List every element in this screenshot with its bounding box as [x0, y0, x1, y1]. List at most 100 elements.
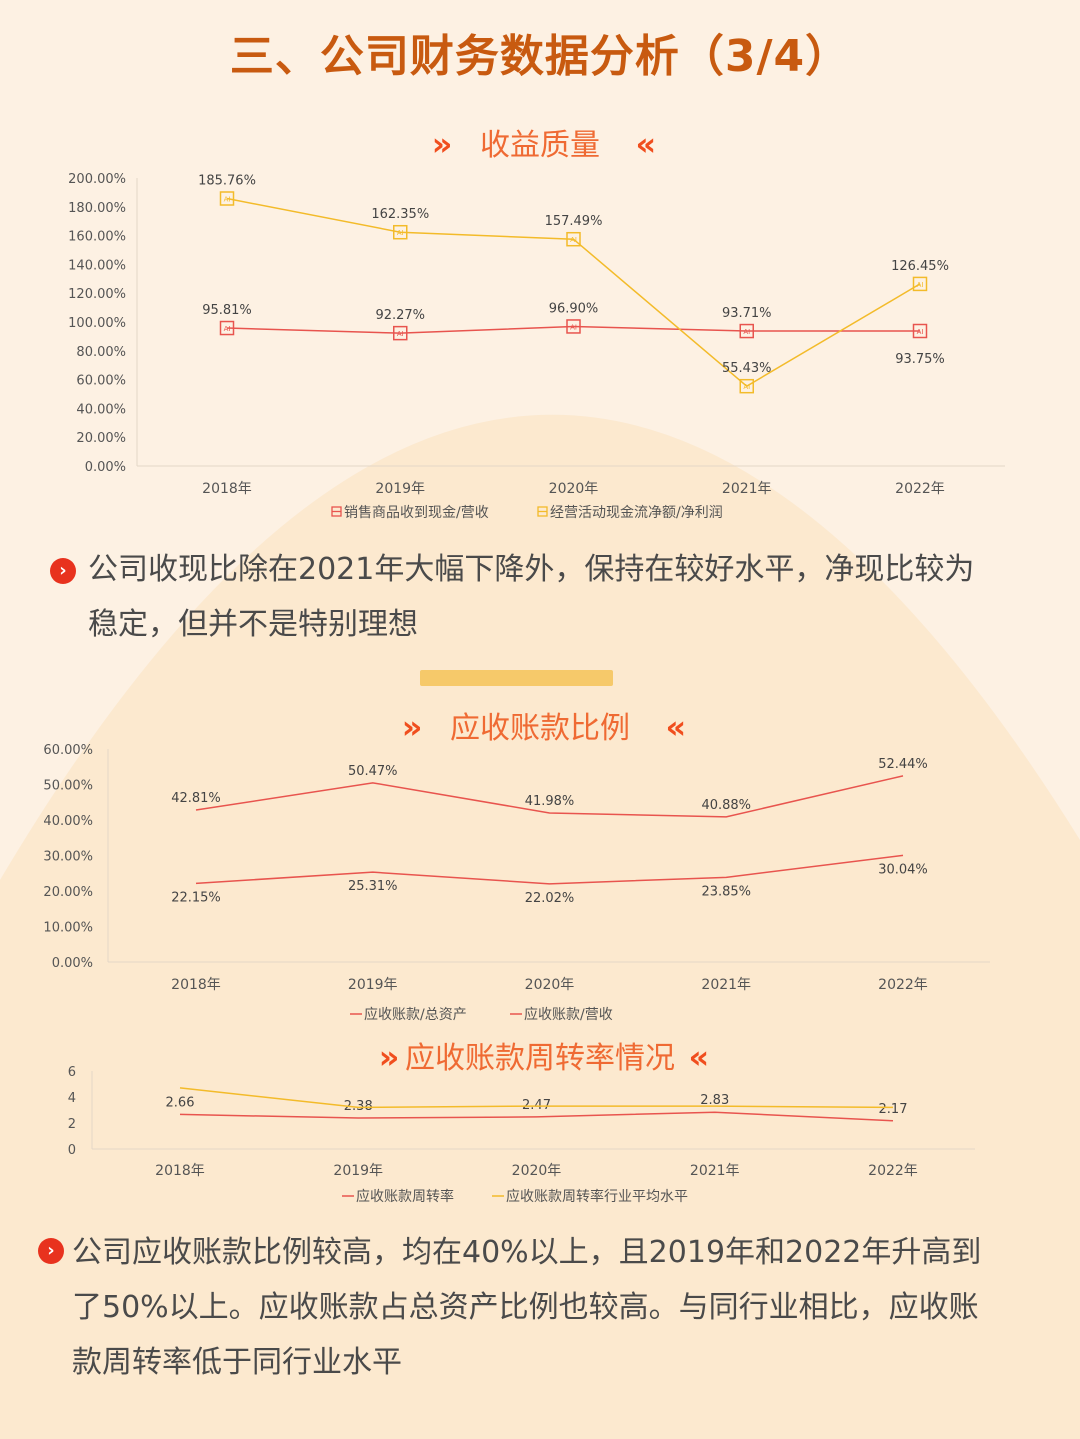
series-line — [179, 1087, 894, 1109]
marker-glyph: AI — [917, 328, 924, 336]
x-category-label: 2018年 — [171, 977, 221, 993]
legend-label: 应收账款周转率行业平均水平 — [506, 1188, 688, 1205]
data-point-marker — [912, 276, 928, 292]
y-tick-label: 20.00% — [76, 431, 126, 446]
x-category-label: 2021年 — [701, 977, 751, 993]
data-label: 52.44% — [878, 757, 928, 772]
marker-glyph: AI — [743, 328, 750, 336]
y-tick-label: 6 — [68, 1065, 76, 1080]
series-line — [179, 1111, 894, 1122]
marker-glyph: AI — [397, 229, 404, 237]
data-point-marker — [912, 323, 928, 339]
x-category-label: 2018年 — [202, 481, 252, 497]
x-category-label: 2022年 — [878, 977, 928, 993]
data-label: 22.15% — [171, 890, 221, 905]
legend-label: 应收账款周转率 — [356, 1188, 454, 1205]
data-point-marker — [219, 320, 235, 336]
double-arrow-left-icon: « — [635, 125, 656, 163]
y-tick-label: 120.00% — [68, 287, 126, 302]
data-label: 96.90% — [549, 301, 599, 316]
section-title-earnings-quality: » 收益质量 « — [0, 120, 1080, 164]
data-label: 93.75% — [895, 352, 945, 367]
section-title-label: 收益质量 — [480, 128, 600, 163]
page-title: 三、公司财务数据分析（3/4） — [229, 31, 851, 82]
legend-label: 应收账款/营收 — [524, 1006, 613, 1023]
earnings-quality-paragraph: 公司收现比除在2021年大幅下降外，保持在较好水平，净现比较为 稳定，但并不是特… — [88, 542, 1048, 652]
x-category-label: 2018年 — [155, 1163, 205, 1179]
data-point-marker — [739, 378, 754, 394]
y-tick-label: 40.00% — [43, 814, 93, 829]
x-category-label: 2019年 — [375, 481, 425, 497]
data-label: 92.27% — [375, 308, 425, 323]
paragraph-line: 款周转率低于同行业水平 — [72, 1345, 402, 1380]
y-tick-label: 2 — [68, 1117, 76, 1132]
data-label: 162.35% — [371, 207, 429, 222]
earnings-quality-chart: 0.00% 20.00% 40.00% 60.00% 80.00% 100.00% 120.… — [68, 172, 1005, 521]
x-category-label: 2020年 — [525, 977, 575, 993]
y-tick-label: 10.00% — [43, 921, 93, 936]
y-tick-label: 50.00% — [43, 779, 93, 794]
data-point-marker — [566, 231, 581, 247]
data-label: 2.38 — [344, 1099, 373, 1114]
y-tick-label: 100.00% — [68, 316, 126, 331]
bullet-icon: › — [38, 1238, 64, 1264]
legend-label: 销售商品收到现金/营收 — [344, 505, 489, 521]
y-tick-label: 0 — [68, 1143, 76, 1158]
data-point-marker — [566, 319, 581, 334]
data-label: 157.49% — [545, 214, 603, 229]
series-line — [226, 325, 921, 334]
data-label: 2.66 — [166, 1095, 195, 1110]
marker-glyph: AI — [917, 281, 924, 289]
y-tick-label: 20.00% — [43, 885, 93, 900]
y-tick-label: 140.00% — [68, 258, 126, 273]
paragraph-line: 了50%以上。应收账款占总资产比例也较高。与同行业相比，应收账 — [72, 1290, 979, 1325]
data-point-marker — [739, 323, 754, 339]
data-label: 40.88% — [701, 798, 751, 813]
data-label: 2.83 — [700, 1093, 729, 1108]
x-category-label: 2021年 — [690, 1163, 740, 1179]
receivable-paragraph: 公司应收账款比例较高，均在40%以上，且2019年和2022年升高到 了50%以… — [72, 1225, 1052, 1390]
paragraph-line: 公司收现比除在2021年大幅下降外，保持在较好水平，净现比较为 — [88, 552, 975, 587]
x-category-label: 2019年 — [348, 977, 398, 993]
y-tick-label: 180.00% — [68, 201, 126, 216]
data-label: 2.17 — [879, 1102, 908, 1117]
x-category-label: 2022年 — [895, 481, 945, 497]
x-category-label: 2020年 — [512, 1163, 562, 1179]
y-tick-label: 60.00% — [76, 374, 126, 389]
data-label: 185.76% — [198, 174, 256, 189]
data-point-marker — [393, 224, 408, 240]
data-label: 50.47% — [348, 764, 398, 779]
legend-label: 应收账款/总资产 — [364, 1006, 467, 1023]
x-category-label: 2020年 — [549, 481, 599, 497]
data-label: 23.85% — [701, 884, 751, 899]
y-tick-label: 40.00% — [76, 402, 126, 417]
y-tick-label: 80.00% — [76, 345, 126, 360]
section-title-label: 应收账款比例 — [450, 711, 630, 746]
data-label: 93.71% — [722, 306, 772, 321]
marker-glyph: AI — [743, 383, 750, 391]
y-tick-label: 30.00% — [43, 850, 93, 865]
y-tick-label: 160.00% — [68, 230, 126, 245]
data-point-marker — [219, 191, 235, 206]
data-label: 30.04% — [878, 862, 928, 877]
data-label: 42.81% — [171, 791, 221, 806]
y-tick-label: 200.00% — [68, 172, 126, 187]
data-label: 25.31% — [348, 879, 398, 894]
x-category-label: 2022年 — [868, 1163, 918, 1179]
data-point-marker — [393, 325, 408, 341]
data-label: 95.81% — [202, 303, 252, 318]
y-tick-label: 0.00% — [52, 956, 93, 971]
legend-label: 经营活动现金流净额/净利润 — [550, 505, 723, 521]
x-category-label: 2019年 — [333, 1163, 383, 1179]
y-tick-label: 4 — [68, 1091, 76, 1106]
y-tick-label: 0.00% — [85, 460, 126, 475]
section-title-receivable-turnover: » 应收账款周转率情况 « — [0, 1033, 1080, 1077]
section-title-label: 应收账款周转率情况 — [405, 1041, 675, 1076]
receivable-ratio-chart: 0.00% 10.00% 20.00% 30.00% 40.00% 50.00% 60.00… — [43, 743, 990, 1023]
paragraph-line: 稳定，但并不是特别理想 — [88, 607, 418, 642]
marker-glyph: AI — [570, 323, 577, 331]
section-title-receivable-ratio: » 应收账款比例 « — [0, 703, 1080, 747]
x-category-label: 2021年 — [722, 481, 772, 497]
